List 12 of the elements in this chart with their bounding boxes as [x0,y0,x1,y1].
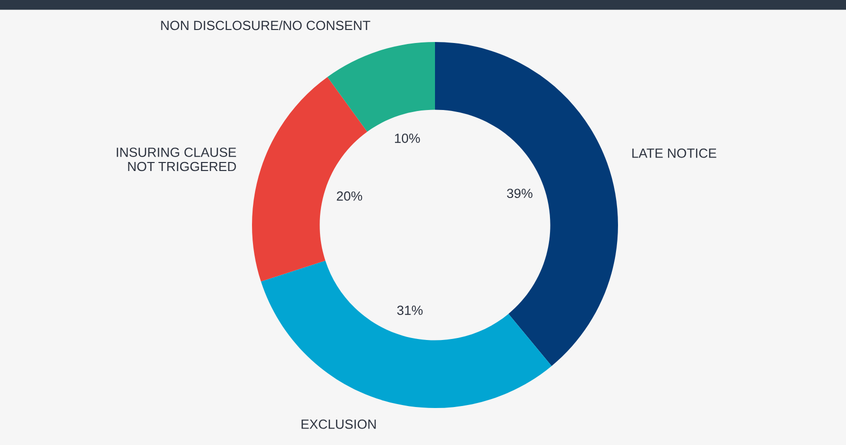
data-label: 39% [506,188,532,198]
slice-label: EXCLUSION [302,420,376,429]
donut-slice [327,42,435,132]
donut-slice [252,76,368,282]
slice-label: NON DISCLOSURE/NO CONSENT [161,20,370,30]
slice-label: LATE NOTICE [632,148,716,158]
data-label: 20% [336,191,362,201]
data-label: 10% [394,134,420,143]
data-label: 31% [397,306,423,315]
donut-slice [435,42,618,366]
donut-slice [260,260,552,408]
slice-label: INSURING CLAUSE NOT TRIGGERED [116,148,236,172]
